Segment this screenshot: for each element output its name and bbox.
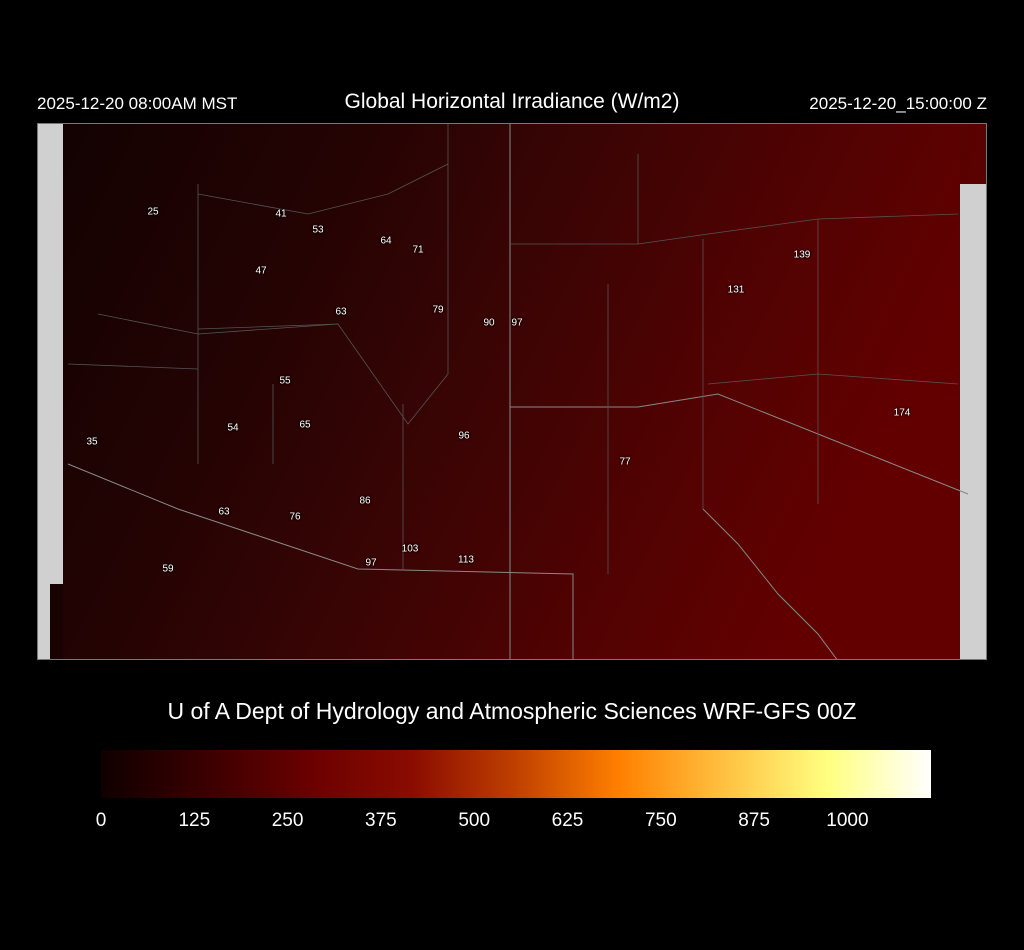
station-value: 63 — [335, 306, 347, 318]
station-value: 35 — [86, 436, 98, 448]
colorbar-tick-label: 375 — [365, 810, 397, 831]
station-value: 63 — [218, 506, 230, 518]
irradiance-map: 25 41 53 64 71 47 63 79 90 97 139 131 55… — [37, 123, 987, 660]
colorbar — [101, 750, 931, 798]
station-value: 59 — [162, 563, 174, 575]
station-value: 76 — [289, 511, 301, 523]
station-value: 86 — [359, 495, 371, 507]
station-value: 97 — [511, 317, 523, 329]
no-data-right — [960, 184, 986, 659]
station-value: 174 — [893, 407, 911, 419]
station-value: 64 — [380, 235, 392, 247]
colorbar-tick-label: 250 — [271, 810, 304, 831]
colorbar-tick-label: 0 — [95, 810, 107, 831]
utc-time: 2025-12-20_15:00:00 Z — [809, 94, 987, 113]
colorbar-tick-label: 625 — [551, 810, 584, 831]
station-value: 25 — [147, 206, 159, 218]
station-value: 77 — [619, 456, 631, 468]
station-value: 54 — [227, 422, 239, 434]
station-value: 71 — [412, 244, 424, 256]
colorbar-tick-label: 125 — [178, 810, 211, 831]
station-value: 96 — [458, 430, 470, 442]
station-value: 113 — [458, 554, 474, 566]
station-value: 55 — [279, 375, 291, 387]
colorbar-tick-label: 1000 — [826, 810, 869, 831]
map-borders — [38, 124, 986, 659]
station-value: 131 — [727, 284, 745, 296]
state-borders — [67, 124, 969, 659]
station-value: 79 — [432, 304, 444, 316]
station-value: 41 — [275, 208, 287, 220]
county-borders — [67, 124, 959, 574]
colorbar-tick-label: 500 — [458, 810, 491, 831]
colorbar-tick-label: 750 — [644, 810, 677, 831]
field — [63, 124, 960, 659]
station-value: 47 — [255, 265, 267, 277]
no-data-left-edge — [38, 124, 50, 659]
station-value: 53 — [312, 224, 324, 236]
station-value: 139 — [793, 249, 811, 261]
colorbar-tick-label: 875 — [738, 810, 770, 831]
station-value: 90 — [483, 317, 495, 329]
local-time: 2025-12-20 08:00AM MST — [37, 94, 238, 113]
map-title: Global Horizontal Irradiance (W/m2) — [344, 90, 680, 113]
station-value: 97 — [365, 557, 377, 569]
credit-line: U of A Dept of Hydrology and Atmospheric… — [167, 698, 857, 724]
station-value: 65 — [299, 419, 311, 431]
station-value: 103 — [401, 543, 419, 555]
